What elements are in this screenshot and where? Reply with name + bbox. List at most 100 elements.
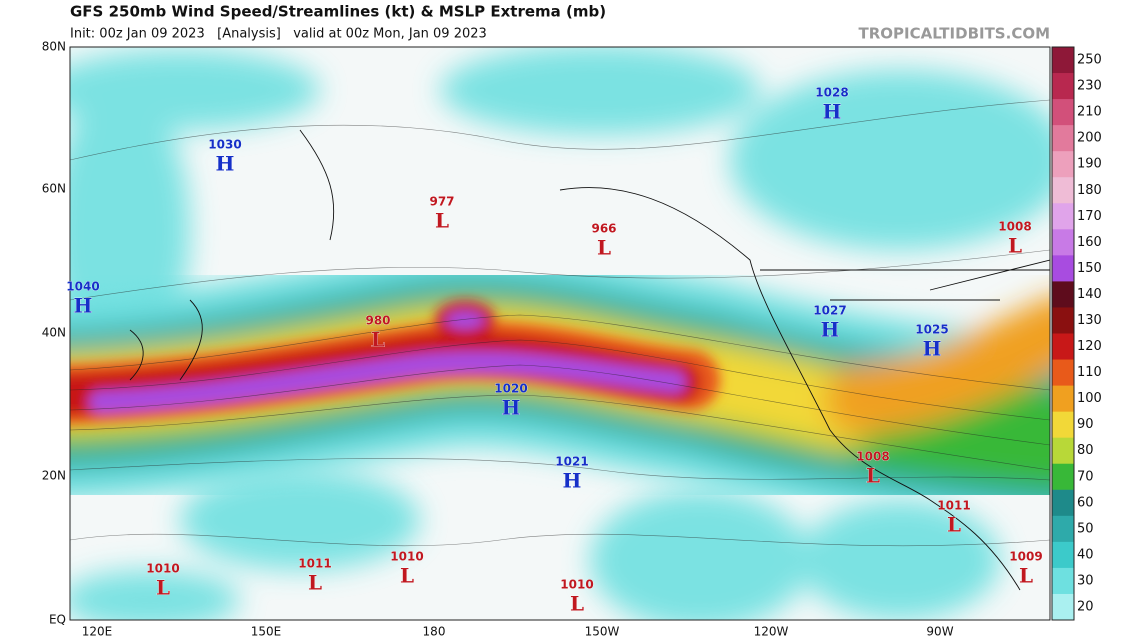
pressure-value: 966 — [591, 222, 616, 236]
pressure-value: 1008 — [856, 450, 889, 464]
subtitle: Init: 00z Jan 09 2023 [Analysis] valid a… — [70, 27, 487, 42]
wind-field — [70, 47, 1050, 620]
colorbar-swatch — [1052, 151, 1074, 178]
colorbar-swatch — [1052, 177, 1074, 204]
colorbar-label: 90 — [1077, 417, 1094, 432]
pressure-center-letter: L — [308, 571, 322, 595]
colorbar-label: 130 — [1077, 313, 1102, 328]
colorbar-swatch — [1052, 125, 1074, 152]
lat-label: 20N — [42, 469, 66, 483]
lon-label: 150W — [585, 625, 620, 639]
pressure-center-letter: H — [823, 100, 842, 124]
colorbar-label: 80 — [1077, 443, 1094, 458]
colorbar-label: 180 — [1077, 183, 1102, 198]
colorbar-label: 230 — [1077, 79, 1102, 94]
pressure-value: 1025 — [915, 323, 948, 337]
pressure-center-letter: L — [947, 513, 961, 537]
colorbar-swatch — [1052, 203, 1074, 230]
pressure-center-letter: L — [866, 464, 880, 488]
pressure-center-letter: L — [1019, 564, 1033, 588]
pressure-value: 1028 — [815, 86, 848, 100]
colorbar-label: 250 — [1077, 53, 1102, 68]
colorbar-label: 110 — [1077, 365, 1102, 380]
colorbar-label: 70 — [1077, 469, 1094, 484]
colorbar-swatch — [1052, 385, 1074, 413]
lat-label: 80N — [42, 40, 66, 54]
lon-label: 120W — [754, 625, 789, 639]
pressure-center-letter: H — [502, 396, 521, 420]
pressure-center-letter: H — [216, 152, 235, 176]
lon-label: 120E — [82, 625, 113, 639]
colorbar-swatch — [1052, 541, 1074, 569]
pressure-value: 1008 — [998, 220, 1031, 234]
colorbar-label: 170 — [1077, 209, 1102, 224]
colorbar-swatch — [1052, 47, 1074, 74]
lon-label: 90W — [926, 625, 953, 639]
colorbar-swatch — [1052, 463, 1074, 491]
colorbar-label: 160 — [1077, 235, 1102, 250]
colorbar-label: 40 — [1077, 547, 1094, 562]
pressure-center-letter: L — [597, 236, 611, 260]
lat-label: 60N — [42, 182, 66, 196]
colorbar-label: 200 — [1077, 131, 1102, 146]
colorbar-label: 150 — [1077, 261, 1102, 276]
colorbar-swatch — [1052, 593, 1074, 621]
pressure-value: 1011 — [937, 499, 970, 513]
colorbar-swatch — [1052, 411, 1074, 439]
streamlines — [70, 99, 1050, 547]
colorbar-label: 140 — [1077, 287, 1102, 302]
colorbar-label: 20 — [1077, 599, 1094, 614]
colorbar-label: 100 — [1077, 391, 1102, 406]
colorbar-swatch — [1052, 437, 1074, 465]
pressure-center-letter: H — [74, 294, 93, 318]
pressure-value: 1021 — [555, 455, 588, 469]
pressure-value: 1020 — [494, 382, 527, 396]
pressure-center-letter: L — [156, 576, 170, 600]
colorbar-swatch — [1052, 255, 1074, 282]
colorbar-swatch — [1052, 73, 1074, 100]
colorbar-frame — [1051, 46, 1075, 621]
pressure-value: 1011 — [298, 557, 331, 571]
colorbar-label: 210 — [1077, 105, 1102, 120]
pressure-center-letter: L — [371, 328, 385, 352]
pressure-value: 1040 — [66, 280, 99, 294]
pressure-center-letter: H — [821, 318, 840, 342]
lat-label: EQ — [49, 613, 66, 627]
colorbar-swatch — [1052, 333, 1074, 361]
colorbar-swatch — [1052, 359, 1074, 387]
coastlines — [129, 129, 1050, 591]
colorbar-swatch — [1052, 515, 1074, 543]
colorbar-swatch — [1052, 489, 1074, 517]
pressure-value: 1027 — [813, 304, 846, 318]
pressure-center-letter: L — [435, 209, 449, 233]
lon-label: 180 — [423, 625, 446, 639]
pressure-center-letter: H — [563, 469, 582, 493]
colorbar-swatch — [1052, 567, 1074, 595]
pressure-value: 977 — [429, 195, 454, 209]
colorbar-swatch — [1052, 307, 1074, 334]
pressure-center-letter: L — [400, 564, 414, 588]
pressure-value: 1030 — [208, 138, 241, 152]
source: TROPICALTIDBITS.COM — [859, 25, 1051, 43]
map-frame — [69, 46, 1051, 621]
pressure-center-letter: L — [570, 592, 584, 616]
pressure-value: 1010 — [560, 578, 593, 592]
pressure-center-letter: H — [923, 337, 942, 361]
colorbar-swatch — [1052, 281, 1074, 308]
colorbar-label: 120 — [1077, 339, 1102, 354]
colorbar-label: 190 — [1077, 157, 1102, 172]
lon-label: 150E — [251, 625, 282, 639]
pressure-value: 1009 — [1009, 550, 1042, 564]
colorbar-swatch — [1052, 99, 1074, 126]
pressure-value: 1010 — [390, 550, 423, 564]
lat-label: 40N — [42, 326, 66, 340]
colorbar-label: 60 — [1077, 495, 1094, 510]
pressure-center-letter: L — [1008, 234, 1022, 258]
pressure-value: 1010 — [146, 562, 179, 576]
colorbar-label: 30 — [1077, 573, 1094, 588]
colorbar-label: 50 — [1077, 521, 1094, 536]
title: GFS 250mb Wind Speed/Streamlines (kt) & … — [70, 3, 606, 21]
pressure-value: 980 — [365, 314, 390, 328]
